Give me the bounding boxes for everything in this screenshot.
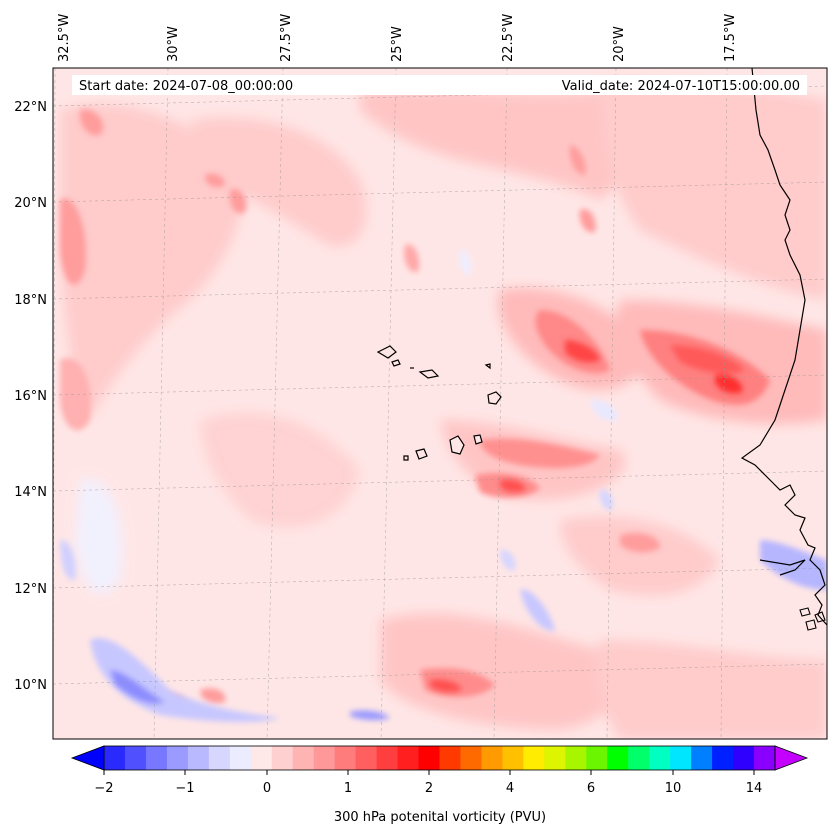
colorbar-cell [439, 746, 461, 770]
colorbar-cell [754, 746, 776, 770]
colorbar-max-arrow [774, 745, 809, 771]
colorbar-cell [586, 746, 608, 770]
colorbar-cell [523, 746, 545, 770]
colorbar-cell [166, 746, 189, 770]
lon-label: 22.5°W [501, 14, 516, 62]
latitude-labels: 22°N 20°N 18°N 16°N 14°N 12°N 10°N [14, 100, 47, 693]
lon-label: 27.5°W [279, 14, 294, 62]
colorbar-frame [103, 745, 776, 771]
colorbar-tick-label: 14 [746, 781, 763, 796]
valid-date-label: Valid_date: 2024-07-10T15:00:00.00 [562, 79, 800, 94]
colorbar-cell [397, 746, 420, 770]
colorbar-cell [376, 746, 399, 770]
colorbar-cells [104, 746, 776, 770]
map-panel: Start date: 2024-07-08_00:00:00 Valid_da… [52, 67, 828, 740]
longitude-labels: 32.5°W 30°W 27.5°W 25°W 22.5°W 20°W 17.5… [57, 14, 738, 62]
colorbar-cell [334, 746, 357, 770]
colorbar-min-arrow [70, 745, 105, 771]
colorbar-cell [313, 746, 336, 770]
colorbar-ticks [103, 770, 755, 775]
colorbar: −2 −1 0 1 2 4 6 10 14 300 hPa potenital … [70, 745, 809, 825]
colorbar-cell [565, 746, 587, 770]
colorbar-cell [607, 746, 629, 770]
colorbar-tick-label: 10 [665, 781, 682, 796]
coastline [740, 68, 827, 626]
colorbar-tick-label: 1 [344, 781, 352, 796]
lat-label: 12°N [14, 582, 47, 597]
colorbar-cell [271, 746, 294, 770]
colorbar-title: 300 hPa potenital vorticity (PVU) [334, 810, 546, 825]
date-banner [72, 75, 807, 95]
colorbar-cell [670, 746, 692, 770]
colorbar-cell [628, 746, 650, 770]
guinea-islands [799, 607, 826, 631]
colorbar-cell [145, 746, 168, 770]
colorbar-cell [502, 746, 524, 770]
colorbar-tick-label: 4 [506, 781, 514, 796]
lon-label: 25°W [390, 26, 405, 62]
colorbar-cell [292, 746, 315, 770]
colorbar-cell [355, 746, 378, 770]
lat-label: 20°N [14, 196, 47, 211]
lon-label: 20°W [612, 26, 627, 62]
colorbar-cell [481, 746, 503, 770]
colorbar-cell [733, 746, 755, 770]
lon-label: 30°W [166, 26, 181, 62]
colorbar-cell [187, 746, 210, 770]
lat-label: 10°N [14, 678, 47, 693]
colorbar-tick-label: −1 [175, 781, 194, 796]
colorbar-tick-label: 0 [263, 781, 271, 796]
colorbar-cell [104, 746, 126, 770]
colorbar-cell [649, 746, 671, 770]
lon-label: 17.5°W [723, 14, 738, 62]
lat-label: 16°N [14, 389, 47, 404]
colorbar-cell [460, 746, 482, 770]
colorbar-cell [712, 746, 734, 770]
colorbar-tick-label: −2 [94, 781, 113, 796]
start-date-label: Start date: 2024-07-08_00:00:00 [79, 79, 293, 94]
lat-label: 14°N [14, 485, 47, 500]
lon-label: 32.5°W [57, 14, 72, 62]
colorbar-cell [250, 746, 273, 770]
colorbar-tick-label: 6 [587, 781, 595, 796]
colorbar-cell [229, 746, 252, 770]
colorbar-tick-label: 2 [425, 781, 433, 796]
lat-label: 22°N [14, 100, 47, 115]
colorbar-cell [418, 746, 440, 770]
map-border [52, 67, 828, 740]
colorbar-cell [544, 746, 566, 770]
colorbar-cell [691, 746, 713, 770]
pv-field [53, 68, 827, 739]
colorbar-cell [124, 746, 147, 770]
lat-label: 18°N [14, 293, 47, 308]
cape-verde-islands [376, 345, 502, 461]
colorbar-cell [208, 746, 231, 770]
